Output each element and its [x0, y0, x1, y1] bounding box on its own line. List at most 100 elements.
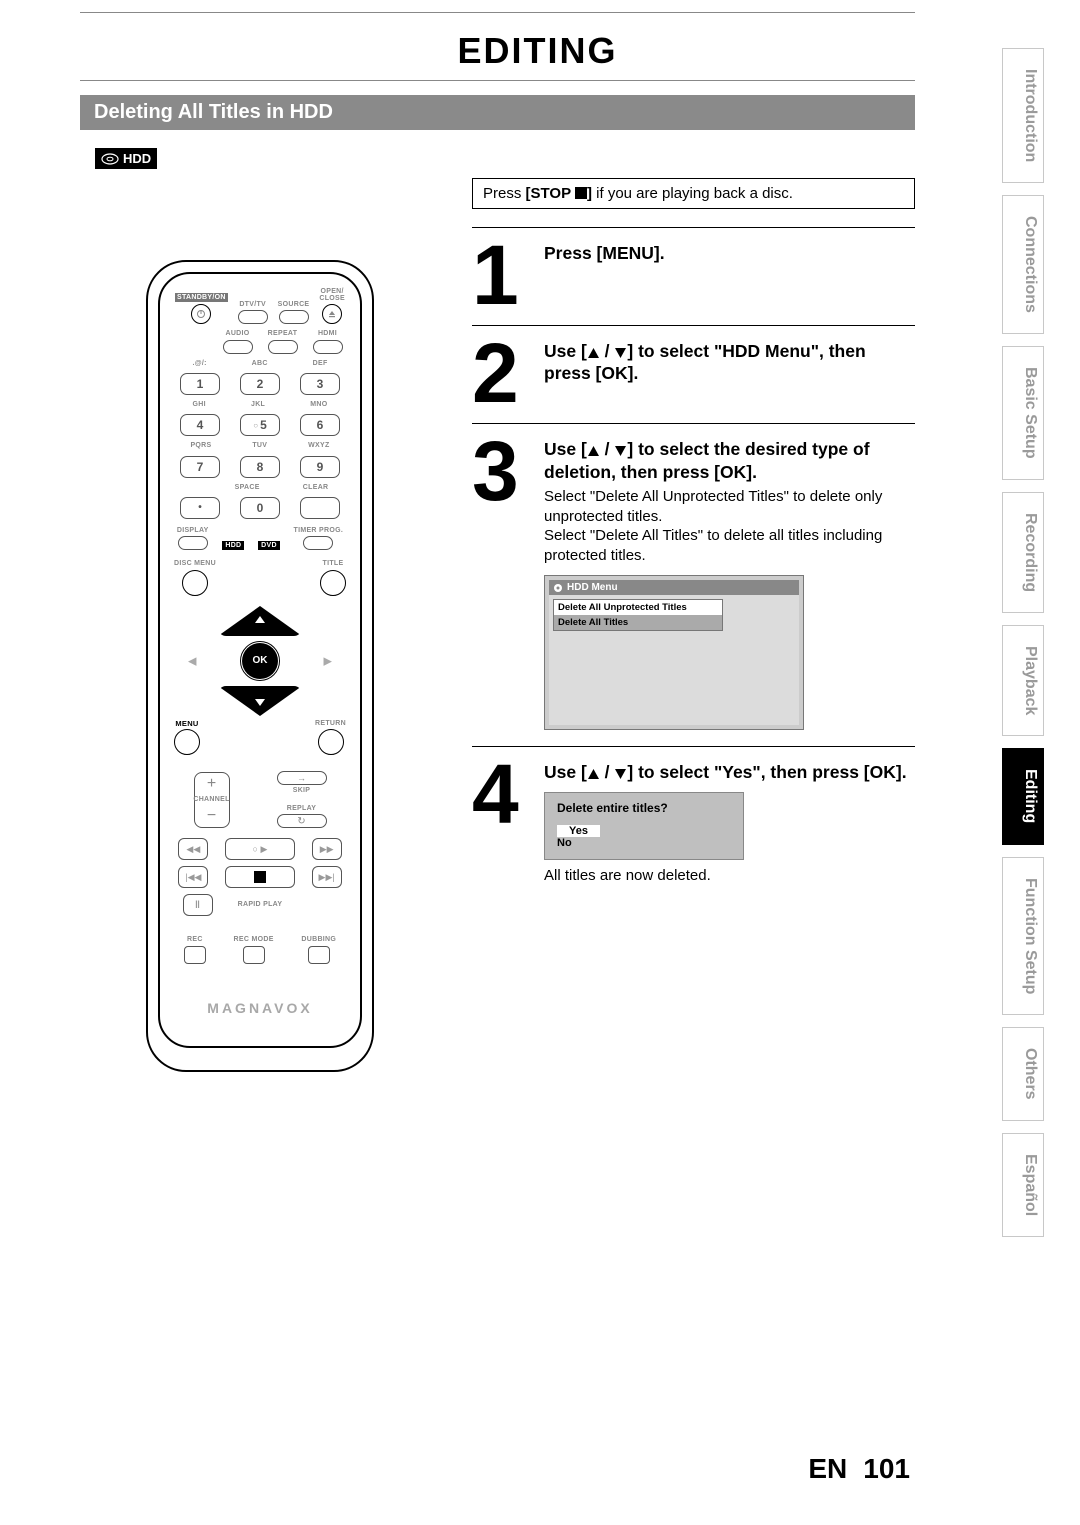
note-box: Press [STOP ] if you are playing back a … — [472, 178, 915, 209]
stop-icon — [575, 187, 587, 199]
key-2: 2 — [240, 373, 280, 395]
replay-button: ↻ — [277, 814, 327, 828]
tab-espanol[interactable]: Español — [1002, 1133, 1044, 1237]
key-9: 9 — [300, 456, 340, 478]
hdd-badge: HDD — [95, 148, 157, 169]
tab-function-setup[interactable]: Function Setup — [1002, 857, 1044, 1015]
open-close-label: OPEN/CLOSE — [319, 288, 345, 303]
section-heading: Deleting All Titles in HDD — [80, 95, 915, 130]
timer-button — [303, 536, 333, 550]
option-selected: Delete All Unprotected Titles — [554, 600, 722, 615]
step-2: 2 Use [ / ] to select "HDD Menu", then p… — [472, 325, 915, 423]
down-arrow-icon — [614, 347, 627, 359]
menu-label: MENU — [175, 720, 198, 728]
pause-button: ‖ — [183, 894, 213, 916]
body: STANDBY/ON DTV/TV SOURCE OPEN/CLOSE AUDI… — [80, 170, 915, 1072]
key-7: 7 — [180, 456, 220, 478]
step-3: 3 Use [ / ] to select the desired type o… — [472, 423, 915, 747]
dtv-button — [238, 310, 268, 324]
disc-icon — [101, 153, 119, 165]
manual-page: EDITING Deleting All Titles in HDD HDD S… — [0, 0, 1080, 1525]
page-number: 101 — [863, 1453, 910, 1484]
dubbing-button — [308, 946, 330, 964]
menu-button — [174, 729, 200, 755]
skip-button: → — [277, 771, 327, 785]
step-heading: Press [MENU]. — [544, 242, 915, 265]
remote-outline: STANDBY/ON DTV/TV SOURCE OPEN/CLOSE AUDI… — [146, 260, 374, 1072]
screen-titlebar: HDD Menu — [549, 580, 799, 595]
side-tabs: Introduction Connections Basic Setup Rec… — [944, 48, 1044, 1237]
step-heading: Use [ / ] to select "Yes", then press [O… — [544, 761, 915, 784]
down-button — [218, 686, 302, 716]
next-button: ▶▶| — [312, 866, 342, 888]
ok-button: OK — [242, 643, 278, 679]
brand-logo: MAGNAVOX — [170, 1000, 350, 1016]
up-arrow-icon — [587, 768, 600, 780]
audio-label: AUDIO — [225, 330, 249, 337]
step-body: Select "Delete All Titles" to delete all… — [544, 526, 915, 565]
step-number: 3 — [472, 438, 530, 731]
step-number: 1 — [472, 242, 530, 309]
step-1: 1 Press [MENU]. — [472, 227, 915, 325]
hdd-badge-text: HDD — [123, 151, 151, 166]
step-footer: All titles are now deleted. — [544, 866, 915, 886]
right-button: ▶ — [324, 654, 332, 667]
hdd-menu-screen: HDD Menu Delete All Unprotected Titles D… — [544, 575, 804, 730]
source-button — [279, 310, 309, 324]
source-label: SOURCE — [278, 301, 310, 308]
step-body: Select "Delete All Unprotected Titles" t… — [544, 487, 915, 526]
play-button: ○ ▶ — [225, 838, 295, 860]
top-rule — [80, 12, 915, 13]
remote-illustration: STANDBY/ON DTV/TV SOURCE OPEN/CLOSE AUDI… — [80, 170, 440, 1072]
tab-introduction[interactable]: Introduction — [1002, 48, 1044, 183]
up-arrow-icon — [587, 347, 600, 359]
step-heading: Use [ / ] to select the desired type of … — [544, 438, 915, 484]
disc-menu-button — [182, 570, 208, 596]
option-list: Delete All Unprotected Titles Delete All… — [553, 599, 723, 631]
left-button: ◀ — [188, 654, 196, 667]
tab-basic-setup[interactable]: Basic Setup — [1002, 346, 1044, 480]
rec-mode-button — [243, 946, 265, 964]
option-yes: Yes — [557, 825, 600, 837]
confirm-options: Yes No — [557, 825, 731, 849]
ff-button: ▶▶ — [312, 838, 342, 860]
title-button — [320, 570, 346, 596]
key-0: 0 — [240, 497, 280, 519]
option-no: No — [557, 837, 731, 849]
instructions: Press [STOP ] if you are playing back a … — [472, 170, 915, 1072]
tab-playback[interactable]: Playback — [1002, 625, 1044, 736]
disc-icon — [553, 583, 563, 593]
hdmi-label: HDMI — [318, 330, 337, 337]
title-rule — [80, 80, 915, 81]
stop-button — [225, 866, 295, 888]
key-clear — [300, 497, 340, 519]
key-1: 1 — [180, 373, 220, 395]
tab-others[interactable]: Others — [1002, 1027, 1044, 1121]
down-arrow-icon — [614, 445, 627, 457]
key-4: 4 — [180, 414, 220, 436]
key-3: 3 — [300, 373, 340, 395]
standby-button — [191, 304, 211, 324]
hdmi-button — [313, 340, 343, 354]
audio-button — [223, 340, 253, 354]
rec-button — [184, 946, 206, 964]
rew-button: ◀◀ — [178, 838, 208, 860]
eject-button — [322, 304, 342, 324]
option: Delete All Titles — [554, 615, 722, 630]
step-4: 4 Use [ / ] to select "Yes", then press … — [472, 746, 915, 901]
page-title: EDITING — [80, 30, 995, 72]
up-button — [218, 606, 302, 636]
confirm-question: Delete entire titles? — [557, 801, 731, 815]
step-number: 4 — [472, 761, 530, 885]
dtv-label: DTV/TV — [239, 301, 266, 308]
tab-recording[interactable]: Recording — [1002, 492, 1044, 613]
key-8: 8 — [240, 456, 280, 478]
remote-inner: STANDBY/ON DTV/TV SOURCE OPEN/CLOSE AUDI… — [158, 272, 362, 1048]
tab-connections[interactable]: Connections — [1002, 195, 1044, 334]
display-button — [178, 536, 208, 550]
page-footer: EN101 — [808, 1453, 910, 1485]
dpad: ◀ ▶ OK — [185, 606, 335, 716]
tab-editing[interactable]: Editing — [1002, 748, 1044, 844]
confirm-screen: Delete entire titles? Yes No — [544, 792, 744, 860]
channel-rocker: + CHANNEL − — [194, 772, 230, 828]
